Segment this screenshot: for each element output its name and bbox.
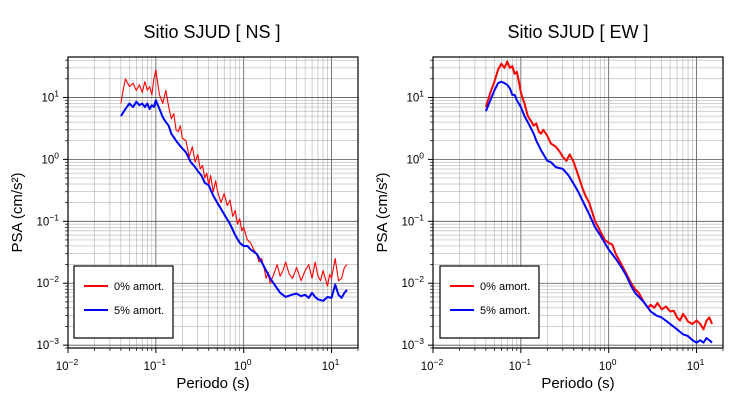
chart-panel-1: 10−2 10−1 100 101 10−3 10−2 10−1 100 101 Sitio SJ… <box>9 22 359 392</box>
y-tick-label: 10−1 <box>37 212 60 228</box>
x-tick-label: 100 <box>234 357 252 373</box>
x-tick-label: 10−1 <box>509 357 532 373</box>
y-tick-label: 10−2 <box>37 274 60 290</box>
chart-panel-2: 10−2 10−1 100 101 10−3 10−2 10−1 100 101 Sitio SJ… <box>374 22 724 392</box>
y-tick-label: 10−1 <box>402 212 425 228</box>
y-tick-label: 100 <box>41 150 59 166</box>
legend-label-2: 5% amort. <box>480 305 530 317</box>
series-line-damped <box>484 80 713 344</box>
series-line-undamped <box>120 69 348 287</box>
y-tick-label: 10−2 <box>402 274 425 290</box>
legend-label-1: 0% amort. <box>114 281 164 293</box>
y-tick-label: 10−3 <box>37 336 60 352</box>
y-tick-label: 100 <box>406 150 424 166</box>
legend-box <box>73 265 174 339</box>
y-axis-label: PSA (cm/s²) <box>9 172 26 252</box>
x-tick-label: 101 <box>687 357 705 373</box>
x-tick-label: 10−1 <box>144 357 167 373</box>
legend-label-2: 5% amort. <box>114 305 164 317</box>
chart-title: Sitio SJUD [ EW ] <box>507 22 648 42</box>
x-tick-label: 101 <box>322 357 340 373</box>
y-tick-label: 10−3 <box>402 336 425 352</box>
x-tick-label: 10−2 <box>56 357 79 373</box>
y-axis-label: PSA (cm/s²) <box>374 172 391 252</box>
legend-box <box>439 265 540 339</box>
x-axis-label: Periodo (s) <box>176 375 249 392</box>
x-tick-label: 100 <box>599 357 617 373</box>
series-line-undamped <box>484 60 713 331</box>
grid <box>67 57 359 349</box>
x-tick-label: 10−2 <box>421 357 444 373</box>
x-axis-label: Periodo (s) <box>541 375 614 392</box>
legend: 0% amort. 5% amort. <box>439 265 540 339</box>
y-tick-label: 101 <box>406 88 424 104</box>
chart-title: Sitio SJUD [ NS ] <box>143 22 280 42</box>
legend-label-1: 0% amort. <box>480 281 530 293</box>
y-tick-label: 101 <box>41 88 59 104</box>
series-line-damped <box>120 99 348 302</box>
legend: 0% amort. 5% amort. <box>73 265 174 339</box>
